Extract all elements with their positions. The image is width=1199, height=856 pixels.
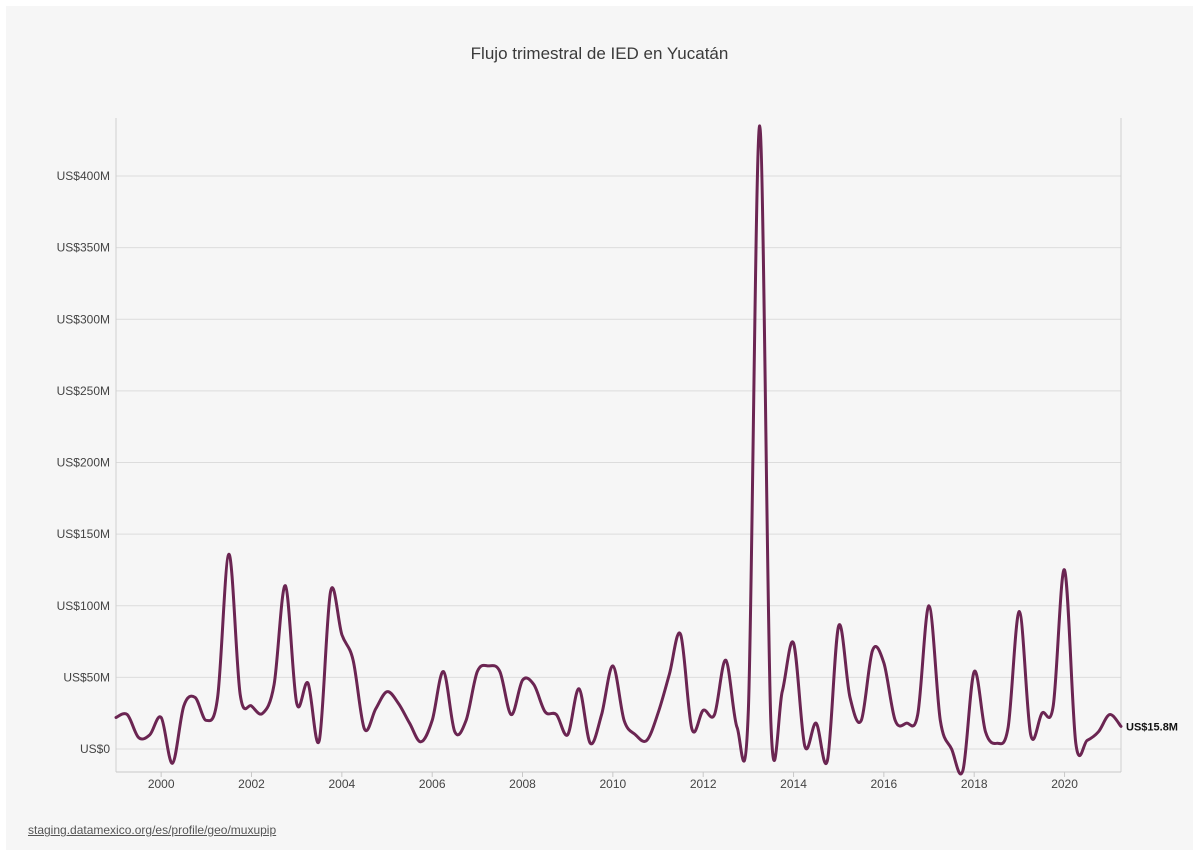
end-value-label: US$15.8M <box>1126 721 1178 733</box>
x-tick-label: 2020 <box>1051 777 1078 791</box>
x-tick-label: 2014 <box>780 777 807 791</box>
y-tick-label: US$50M <box>63 670 110 684</box>
source-link[interactable]: staging.datamexico.org/es/profile/geo/mu… <box>28 823 277 837</box>
y-tick-label: US$100M <box>57 599 110 613</box>
chart-title: Flujo trimestral de IED en Yucatán <box>470 44 729 63</box>
x-tick-label: 2016 <box>871 777 898 791</box>
x-tick-label: 2012 <box>690 777 717 791</box>
y-axis: US$0 US$50M US$100M US$150M US$200M US$250M US… <box>57 118 1122 772</box>
y-tick-label: US$400M <box>57 169 110 183</box>
x-tick-label: 2006 <box>419 777 446 791</box>
y-tick-label: US$300M <box>57 312 110 326</box>
y-tick-label: US$0 <box>80 742 110 756</box>
series-line <box>114 124 1123 776</box>
x-tick-label: 2008 <box>509 777 536 791</box>
x-tick-label: 2004 <box>328 777 355 791</box>
x-tick-label: 2010 <box>600 777 627 791</box>
y-tick-label: US$150M <box>57 527 110 541</box>
x-axis: 2000 2002 2004 2006 2008 2010 2012 2014 2016 2018… <box>116 771 1121 791</box>
y-tick-label: US$250M <box>57 384 110 398</box>
chart-frame <box>6 6 1193 850</box>
series-layer: US$15.8M <box>114 124 1178 776</box>
grid-lines <box>116 175 1121 750</box>
x-tick-label: 2002 <box>238 777 265 791</box>
y-tick-label: US$200M <box>57 456 110 470</box>
x-tick-label: 2018 <box>961 777 988 791</box>
x-tick-label: 2000 <box>148 777 175 791</box>
y-tick-label: US$350M <box>57 241 110 255</box>
